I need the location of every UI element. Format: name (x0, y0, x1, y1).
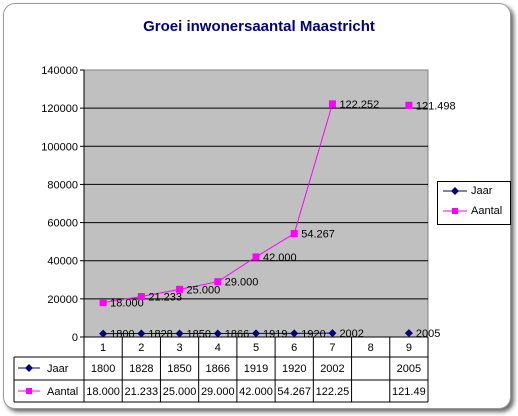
x-tick-label: 7 (329, 342, 335, 354)
table-legend-marker (25, 364, 33, 372)
data-label-jaar: 1920 (301, 328, 325, 340)
x-tick-label: 9 (406, 342, 412, 354)
legend-label-aantal: Aantal (471, 205, 503, 217)
point-aantal (176, 285, 184, 293)
point-jaar (99, 329, 108, 338)
point-aantal (252, 253, 260, 261)
table-cell: 1920 (282, 363, 306, 375)
table-cell: 2005 (397, 363, 421, 375)
table-row-label: Jaar (47, 363, 69, 375)
table-cell: 2002 (320, 363, 344, 375)
x-tick-label: 4 (215, 342, 221, 354)
legend-swatch-aantal (443, 208, 467, 214)
table-cell: 121.49 (392, 386, 426, 398)
point-jaar (290, 329, 299, 338)
legend-swatch-jaar (443, 187, 467, 195)
point-jaar (175, 329, 184, 338)
point-aantal (137, 293, 145, 301)
y-tick-label: 60000 (47, 218, 78, 230)
point-aantal (214, 278, 222, 286)
legend: Jaar Aantal (437, 181, 511, 225)
data-label-jaar: 2002 (339, 328, 363, 340)
x-tick-label: 6 (291, 342, 297, 354)
table-cell: 42.000 (239, 386, 273, 398)
legend-item-aantal: Aantal (438, 202, 510, 222)
point-jaar (213, 329, 222, 338)
data-label-aantal: 25.000 (187, 284, 221, 296)
table-cell: 122.25 (316, 386, 350, 398)
x-tick-label: 8 (368, 342, 374, 354)
x-tick-label: 1 (100, 342, 106, 354)
data-label-jaar: 1850 (187, 328, 211, 340)
table-row-label: Aantal (47, 386, 78, 398)
x-tick-label: 5 (253, 342, 259, 354)
y-tick-label: 40000 (47, 256, 78, 268)
table-cell: 1828 (129, 363, 153, 375)
point-aantal (405, 101, 413, 109)
data-label-aantal: 21.233 (148, 292, 182, 304)
table-cell: 1800 (91, 363, 115, 375)
y-tick-label: 140000 (41, 65, 78, 77)
data-label-jaar: 1828 (148, 329, 172, 341)
data-label-aantal: 42.000 (263, 252, 297, 264)
data-label-aantal: 121.498 (416, 100, 456, 112)
legend-label-jaar: Jaar (471, 185, 493, 197)
table-cell: 1919 (244, 363, 268, 375)
point-aantal (99, 299, 107, 307)
y-tick-label: 120000 (41, 103, 78, 115)
point-jaar (137, 329, 146, 338)
x-tick-label: 3 (176, 342, 182, 354)
y-tick-label: 80000 (47, 179, 78, 191)
data-label-jaar: 1919 (263, 328, 287, 340)
table-cell: 1866 (206, 363, 230, 375)
table-cell: 18.000 (86, 386, 120, 398)
data-label-aantal: 122.252 (339, 99, 379, 111)
data-label-aantal: 54.267 (301, 229, 335, 241)
point-jaar (328, 329, 337, 338)
table-cell: 29.000 (201, 386, 235, 398)
y-tick-label: 20000 (47, 294, 78, 306)
table-cell: 21.233 (125, 386, 159, 398)
point-aantal (328, 100, 336, 108)
point-aantal (290, 230, 298, 238)
plot-area (83, 69, 429, 338)
x-tick-label: 2 (138, 342, 144, 354)
data-label-jaar: 2005 (416, 328, 440, 340)
data-label-jaar: 1866 (225, 328, 249, 340)
y-tick-label: 100000 (41, 141, 78, 153)
table-cell: 54.267 (277, 386, 311, 398)
table-legend-marker (26, 388, 32, 394)
table-cell: 1850 (167, 363, 191, 375)
legend-item-jaar: Jaar (438, 182, 510, 202)
data-label-aantal: 18.000 (110, 298, 144, 310)
table-cell: 25.000 (163, 386, 197, 398)
y-tick-label: 0 (72, 332, 78, 344)
point-jaar (404, 329, 413, 338)
data-label-jaar: 1800 (110, 329, 134, 341)
data-label-aantal: 29.000 (225, 277, 259, 289)
point-jaar (252, 329, 260, 338)
chart-title: Groei inwonersaantal Maastricht (143, 18, 375, 35)
